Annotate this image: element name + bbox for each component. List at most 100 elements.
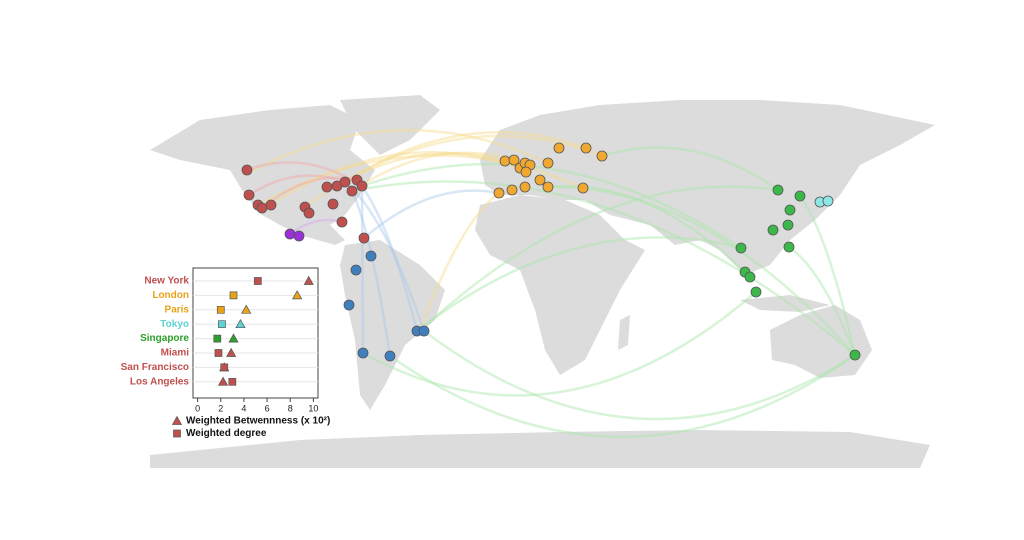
airport-node [520,166,532,178]
triangle-point [292,290,303,300]
airport-node [553,142,565,154]
route-arc [344,130,587,184]
airport-node [519,181,531,193]
route-arc [601,146,779,192]
airport-node [358,232,370,244]
inset-chart: New York London Paris Tokyo Singapore Miami Sa… [121,267,319,413]
square-point [214,349,223,357]
inset-frame [192,267,319,399]
airport-node [542,181,554,193]
australia [770,305,872,378]
square-point [229,291,238,300]
madagascar [618,315,630,350]
route-arc [423,330,856,421]
route-arc [389,353,856,439]
airport-node [357,347,369,359]
square-point [216,305,225,314]
eurasia [480,100,935,275]
airport-node [241,164,253,176]
antarctica [150,430,930,468]
indonesia [740,295,830,312]
africa [475,195,645,375]
triangle-point [228,333,239,343]
category-label: San Francisco [121,362,189,373]
airport-node [577,182,589,194]
airport-node [794,190,806,202]
route-arc [269,150,521,207]
triangle-point [235,318,246,329]
airport-node [356,180,368,192]
route-arc [547,184,751,278]
route-arcs [246,128,857,439]
category-label: Miami [161,348,190,359]
world-map [150,95,935,468]
category-label: Tokyo [160,319,189,330]
airport-node [784,204,796,216]
x-tick-label: 2 [218,403,223,413]
triangle-point [241,304,252,314]
triangle-point [217,376,229,386]
route-arc [248,174,346,197]
airport-node [499,155,511,167]
category-label: Singapore [140,333,189,344]
airport-node [767,224,779,236]
square-point [253,277,262,285]
route-arc [416,236,742,332]
airport-node [782,219,794,231]
south-america [340,240,445,410]
legend-label: Weighted degree [186,428,267,439]
route-arc [419,185,779,332]
airport-node [783,241,795,253]
route-arc [360,185,365,354]
airport-node [418,325,430,337]
category-label: London [152,290,189,301]
airport-node [735,242,747,254]
airport-node [493,187,505,199]
route-arc [363,189,500,239]
airport-node [365,250,377,262]
x-tick-label: 8 [288,403,293,413]
airport-node [350,264,362,276]
airport-node [339,176,351,188]
north-america [150,105,375,245]
route-arc [351,180,856,356]
greenland [340,95,440,155]
airport-node [534,174,546,186]
airport-node [596,150,608,162]
airport-nodes [241,142,861,362]
airport-node [336,216,348,228]
airport-node [750,286,762,298]
square-point [220,363,229,372]
airport-node [243,189,255,201]
route-arc [418,191,500,332]
airport-node [542,157,554,169]
category-label: Paris [165,304,190,315]
legend-marker [173,429,181,438]
airport-node [772,184,784,196]
airport-node [384,350,396,362]
airport-node [343,299,355,311]
airport-node [284,228,296,240]
legend-marker [171,415,183,425]
airport-node [346,185,358,197]
square-point [218,320,226,329]
airport-node [744,271,756,283]
category-label: Los Angeles [130,376,190,387]
x-tick-label: 0 [195,403,200,413]
x-tick-label: 4 [241,403,246,413]
airport-node [256,202,268,214]
square-point [213,334,222,343]
route-arc [257,154,584,207]
airport-node [321,181,333,193]
route-arc [362,291,757,397]
triangle-point [226,347,237,357]
legend-label: Weighted Betwennness (x 10²) [186,416,330,427]
route-arc [336,134,603,188]
airport-node [506,184,518,196]
route-arc [788,245,857,356]
airport-node [580,142,592,154]
route-arc [798,195,857,356]
triangle-point [303,275,314,285]
